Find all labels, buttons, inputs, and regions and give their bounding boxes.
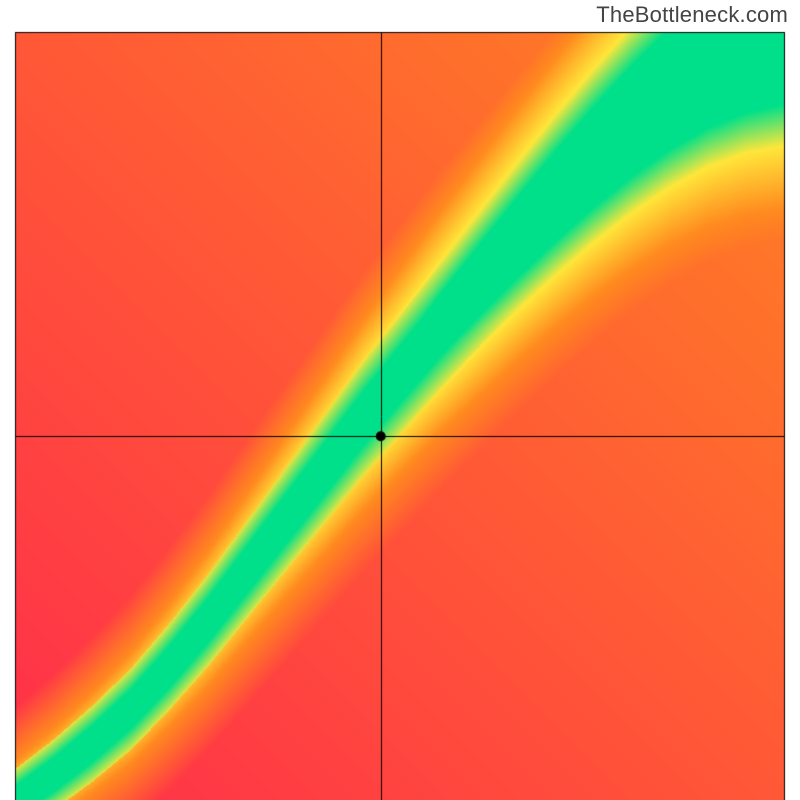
heatmap-canvas (0, 0, 800, 800)
source-label: TheBottleneck.com (596, 2, 788, 28)
chart-container: TheBottleneck.com (0, 0, 800, 800)
